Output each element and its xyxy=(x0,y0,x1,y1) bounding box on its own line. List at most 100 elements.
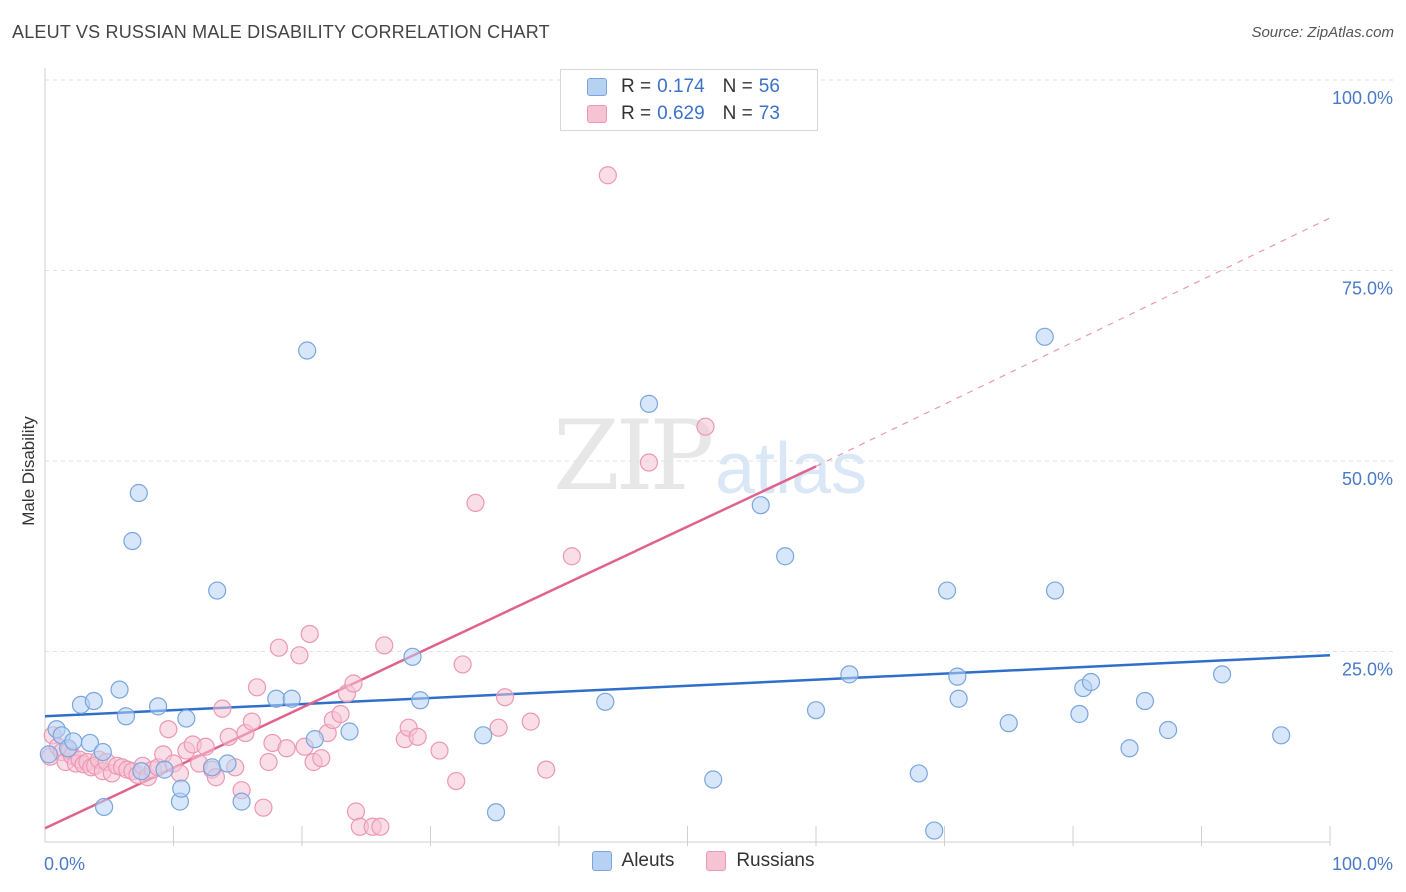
russian-point xyxy=(254,798,273,817)
x-tick-label: 100.0% xyxy=(1332,854,1393,874)
aleut-point xyxy=(39,745,58,764)
aleut-point xyxy=(403,647,422,666)
russian-swatch xyxy=(706,851,727,871)
y-tick-label: 25.0% xyxy=(1342,660,1393,680)
legend-label-aleuts: Aleuts xyxy=(621,850,675,871)
russian-point xyxy=(269,638,288,657)
grid-lines xyxy=(45,79,1395,652)
x-tick-label: 0.0% xyxy=(44,854,85,874)
chart-title: ALEUT VS RUSSIAN MALE DISABILITY CORRELA… xyxy=(12,22,550,42)
aleut-point xyxy=(949,689,968,708)
legend-r-label: R = xyxy=(621,103,652,124)
aleut-point xyxy=(596,692,615,711)
legend-label-russians: Russians xyxy=(736,850,815,871)
legend-n-value: 73 xyxy=(758,103,780,124)
aleut-point xyxy=(110,680,129,699)
russian-point xyxy=(562,547,581,566)
aleut-point xyxy=(172,779,191,798)
aleut-point xyxy=(123,531,142,551)
russian-point xyxy=(277,739,296,758)
russian-point xyxy=(639,453,659,472)
aleut-point xyxy=(155,760,174,779)
aleut-point xyxy=(1158,720,1178,740)
russian-point xyxy=(346,802,366,821)
watermark-zip: ZIP xyxy=(553,400,714,512)
russian-point xyxy=(259,752,278,772)
aleut-point xyxy=(64,732,83,751)
russian-trend-extension xyxy=(815,217,1331,467)
russian-point xyxy=(219,727,238,746)
series-legend: Aleuts Russians xyxy=(0,850,1406,872)
legend-item-russians: Russians xyxy=(706,850,814,872)
russian-point xyxy=(196,737,215,756)
aleut-point xyxy=(639,394,659,413)
russian-point xyxy=(375,636,394,655)
aleut-point xyxy=(1272,726,1291,745)
aleut-point xyxy=(267,689,286,708)
aleut-point xyxy=(177,709,196,728)
axes xyxy=(44,68,1331,846)
legend-r-value: 0.174 xyxy=(657,76,705,97)
aleut-point xyxy=(129,483,148,503)
russian-point xyxy=(242,712,261,731)
aleut-trend-line xyxy=(44,654,1331,718)
legend-n-label: N = xyxy=(722,76,753,97)
aleut-point xyxy=(95,797,114,817)
y-axis-label: Male Disability xyxy=(19,416,38,526)
data-points xyxy=(39,166,1291,840)
y-tick-label: 100.0% xyxy=(1332,88,1393,108)
aleut-point xyxy=(937,581,957,600)
aleut-point xyxy=(148,697,168,716)
aleut-point xyxy=(232,792,251,811)
aleut-point xyxy=(925,821,944,840)
aleut-point xyxy=(305,730,324,749)
russian-point xyxy=(521,712,540,731)
aleut-swatch xyxy=(591,851,612,871)
aleut-point xyxy=(840,665,859,684)
aleut-point xyxy=(751,496,770,515)
aleut-point xyxy=(806,701,826,720)
russian-point xyxy=(290,646,309,665)
aleut-point xyxy=(948,667,967,686)
russian-point xyxy=(170,764,190,783)
russian-point xyxy=(430,741,449,760)
russian-point xyxy=(300,624,319,644)
aleut-point xyxy=(474,726,493,745)
aleut-point xyxy=(93,742,112,762)
russian-swatch xyxy=(587,105,607,123)
legend-n-value: 56 xyxy=(758,76,780,97)
aleut-swatch xyxy=(587,78,607,96)
russian-point xyxy=(344,674,363,693)
russian-point xyxy=(466,493,485,513)
aleut-point xyxy=(411,691,430,710)
russian-point xyxy=(408,727,427,746)
russian-point xyxy=(598,166,617,185)
legend-row-aleuts: R = 0.174 N = 56 xyxy=(587,74,780,100)
aleut-point xyxy=(298,341,317,360)
russian-point xyxy=(453,655,472,674)
aleut-point xyxy=(218,754,237,773)
axis-labels: 100.0% 75.0% 50.0% 25.0% 0.0% 100.0% Male Disa… xyxy=(19,88,1393,874)
legend-r-label: R = xyxy=(621,76,652,97)
russian-point xyxy=(537,760,556,779)
aleut-point xyxy=(999,714,1018,733)
aleut-point xyxy=(776,547,795,566)
y-tick-label: 75.0% xyxy=(1342,279,1393,299)
aleut-point xyxy=(1135,691,1155,711)
correlation-legend: R = 0.174 N = 56 R = 0.629 N = 73 xyxy=(560,69,818,131)
russian-point xyxy=(247,678,267,697)
source-credit: Source: ZipAtlas.com xyxy=(1251,24,1394,41)
russian-point xyxy=(489,718,508,737)
legend-item-aleuts: Aleuts xyxy=(591,850,675,872)
aleut-point xyxy=(132,762,151,781)
russian-point xyxy=(696,417,715,436)
legend-row-russians: R = 0.629 N = 73 xyxy=(587,101,780,127)
aleut-point xyxy=(202,758,222,777)
russian-point xyxy=(213,699,232,718)
russian-point xyxy=(159,720,178,739)
aleut-point xyxy=(704,770,723,789)
russian-point xyxy=(371,817,390,836)
aleut-point xyxy=(1070,704,1089,724)
aleut-point xyxy=(909,764,928,783)
